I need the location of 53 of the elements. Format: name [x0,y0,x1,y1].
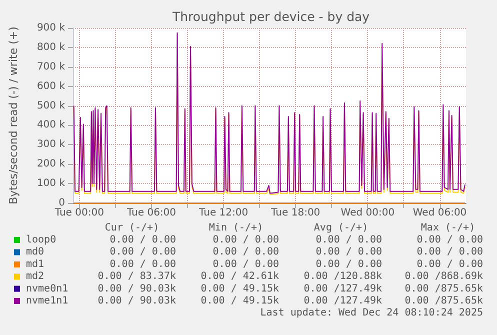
y-tick-label: 500 k [36,100,66,112]
legend-label: nvme0n1 [26,283,68,294]
text: 0.00 / 0.00 [212,234,279,246]
text: 0.00 / 0.00 [110,258,176,270]
text: 0.00 / 90.03k [98,283,176,294]
y-tick-label: 800 k [36,42,66,53]
text: 0.00 /875.65k [404,296,483,306]
y-tick-label: 400 k [36,120,66,131]
text: 0.00 / 0.00 [212,258,279,270]
x-tick-label: Tue 18:00 [270,208,320,218]
legend-label: loop0 [26,234,56,246]
y-tick-label: 0 [58,198,65,208]
y-tick-label: 600 k [36,80,66,92]
chart-title: Throughput per device - by day [171,9,370,24]
x-tick-label: Tue 00:00 [54,208,104,218]
text: Cur (-/+) [104,222,160,234]
y-tick-label: 300 k [36,139,66,150]
legend-label: md0 [26,246,44,258]
text: 0.00 / 0.00 [416,246,483,258]
text: 0.00 / 0.00 [110,246,176,258]
legend-label: md1 [26,258,44,270]
text: 0.00 /120.88k [304,271,382,282]
text: 0.00 /127.49k [304,283,382,294]
text: 0.00 / 0.00 [110,234,176,246]
text: 0.00 /127.49k [304,296,382,306]
y-tick-label: 100 k [36,178,66,190]
x-tick-label: Wed 00:00 [340,208,395,218]
text: 0.00 / 0.00 [416,234,483,246]
text: 0.00 / 49.15k [200,283,279,294]
y-axis-title: Bytes/second read (-) / write (+) [7,26,20,204]
x-tick-label: Wed 06:00 [412,208,467,218]
text: 0.00 / 0.00 [316,234,382,246]
legend-label: nvme1n1 [26,296,68,306]
text: 0.00 /875.65k [404,283,483,294]
x-tick-label: Tue 12:00 [198,208,248,218]
text: 0.00 / 0.00 [316,246,382,258]
x-tick-label: Tue 06:00 [126,208,176,218]
text: 0.00 /868.69k [404,271,483,282]
legend-label: md2 [26,271,44,282]
text: 0.00 / 90.03k [98,296,176,306]
text: 0.00 / 0.00 [316,258,382,270]
text: 0.00 / 83.37k [98,271,176,282]
y-tick-label: 900 k [36,22,66,34]
text: Max (-/+) [420,222,476,234]
text: 0.00 / 0.00 [416,258,483,270]
text: 0.00 / 42.61k [200,271,279,282]
text: 0.00 / 0.00 [212,246,279,258]
text: Avg (-/+) [314,222,368,234]
y-tick-label: 700 k [36,61,66,72]
text: Last update: Wed Dec 24 08:10:24 2025 [260,308,483,319]
text: 0.00 / 49.15k [200,296,279,306]
text: Min (-/+) [208,222,264,234]
y-tick-label: 200 k [36,158,66,170]
